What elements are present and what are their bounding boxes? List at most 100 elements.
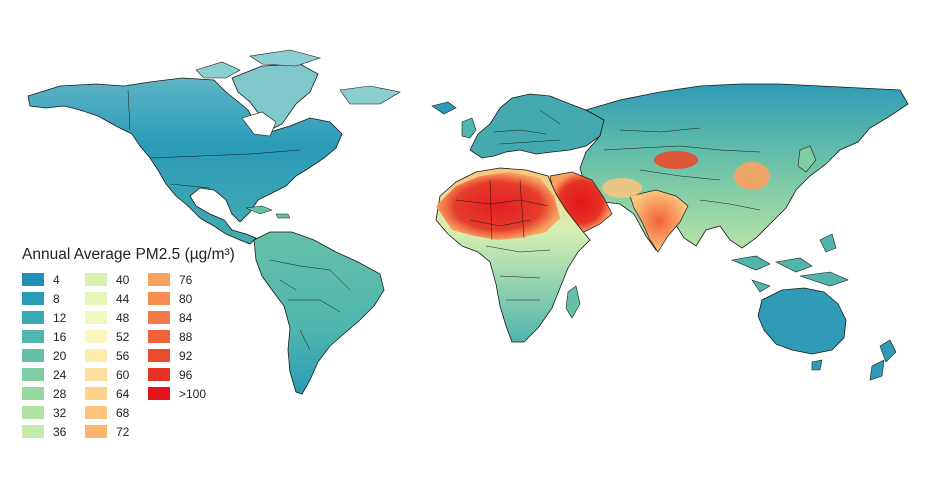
legend-item: 24 bbox=[22, 365, 92, 384]
legend-label: 96 bbox=[179, 367, 193, 382]
south-america-borders bbox=[269, 259, 351, 351]
legend-label: 52 bbox=[116, 329, 130, 344]
legend-label: 8 bbox=[53, 291, 60, 306]
legend-column-3: 76 80 84 88 92 96 >100 bbox=[148, 270, 218, 403]
legend-swatch bbox=[22, 349, 44, 362]
legend-item: 64 bbox=[85, 384, 155, 403]
legend-swatch bbox=[148, 368, 170, 381]
uk-island bbox=[461, 117, 477, 139]
legend-swatch bbox=[22, 292, 44, 305]
caribbean-islands bbox=[245, 205, 291, 219]
legend-item: 92 bbox=[148, 346, 218, 365]
legend-item: 48 bbox=[85, 308, 155, 327]
north-america-borders bbox=[127, 89, 301, 189]
legend-item: 12 bbox=[22, 308, 92, 327]
legend-swatch bbox=[22, 311, 44, 324]
legend-label: 72 bbox=[116, 424, 130, 439]
legend-label: 44 bbox=[116, 291, 130, 306]
madagascar-island bbox=[565, 285, 581, 319]
legend-label: 32 bbox=[53, 405, 67, 420]
legend-swatch bbox=[85, 406, 107, 419]
legend-label: 36 bbox=[53, 424, 67, 439]
legend-label: 60 bbox=[116, 367, 130, 382]
southeast-asia-islands bbox=[730, 233, 849, 293]
europe-region bbox=[469, 93, 605, 159]
sahara-hotspot bbox=[436, 172, 560, 240]
legend-item: 68 bbox=[85, 403, 155, 422]
legend-item: 76 bbox=[148, 270, 218, 289]
legend-label: 68 bbox=[116, 405, 130, 420]
legend-swatch bbox=[148, 349, 170, 362]
legend-label: 64 bbox=[116, 386, 130, 401]
legend-item: 4 bbox=[22, 270, 92, 289]
legend-item: 16 bbox=[22, 327, 92, 346]
legend-label: 76 bbox=[179, 272, 193, 287]
legend-item: 52 bbox=[85, 327, 155, 346]
legend-label: 20 bbox=[53, 348, 67, 363]
south-america-region bbox=[253, 231, 385, 395]
legend-label: 24 bbox=[53, 367, 67, 382]
legend-swatch bbox=[22, 330, 44, 343]
legend-item: 60 bbox=[85, 365, 155, 384]
legend-item: 40 bbox=[85, 270, 155, 289]
legend-label: 92 bbox=[179, 348, 193, 363]
iceland-island bbox=[431, 101, 457, 115]
legend-swatch bbox=[85, 311, 107, 324]
legend-label: >100 bbox=[179, 386, 207, 401]
legend-item: >100 bbox=[148, 384, 218, 403]
legend-item: 96 bbox=[148, 365, 218, 384]
legend-swatch bbox=[85, 349, 107, 362]
iran-band bbox=[602, 178, 642, 198]
australia-region bbox=[757, 287, 847, 355]
legend-swatch bbox=[148, 387, 170, 400]
legend-title: Annual Average PM2.5 (µg/m³) bbox=[22, 246, 235, 263]
legend-swatch bbox=[22, 425, 44, 438]
legend-column-1: 4 8 12 16 20 24 28 32 36 bbox=[22, 270, 92, 441]
legend-swatch bbox=[148, 292, 170, 305]
tasmania-island bbox=[811, 359, 823, 371]
legend-swatch bbox=[85, 387, 107, 400]
legend-swatch bbox=[22, 368, 44, 381]
legend-label: 4 bbox=[53, 272, 60, 287]
legend-label: 28 bbox=[53, 386, 67, 401]
legend-item: 8 bbox=[22, 289, 92, 308]
japan-islands bbox=[797, 145, 817, 173]
legend-item: 28 bbox=[22, 384, 92, 403]
legend-swatch bbox=[85, 292, 107, 305]
legend-swatch bbox=[148, 273, 170, 286]
legend-label: 12 bbox=[53, 310, 67, 325]
arctic-islands bbox=[195, 49, 401, 105]
legend-item: 72 bbox=[85, 422, 155, 441]
asia-borders bbox=[603, 127, 761, 211]
hudson-bay bbox=[241, 111, 277, 137]
legend-item: 88 bbox=[148, 327, 218, 346]
taklamakan-hotspot bbox=[654, 151, 698, 169]
india-region bbox=[629, 189, 689, 253]
legend-swatch bbox=[22, 273, 44, 286]
legend-label: 40 bbox=[116, 272, 130, 287]
legend-swatch bbox=[85, 425, 107, 438]
legend-item: 36 bbox=[22, 422, 92, 441]
africa-borders bbox=[455, 179, 551, 301]
legend-item: 80 bbox=[148, 289, 218, 308]
legend-item: 56 bbox=[85, 346, 155, 365]
legend-column-2: 40 44 48 52 56 60 64 68 72 bbox=[85, 270, 155, 441]
legend-label: 56 bbox=[116, 348, 130, 363]
legend-label: 88 bbox=[179, 329, 193, 344]
legend-swatch bbox=[85, 273, 107, 286]
legend-swatch bbox=[22, 387, 44, 400]
europe-borders bbox=[493, 109, 561, 145]
legend-item: 84 bbox=[148, 308, 218, 327]
legend-swatch bbox=[148, 311, 170, 324]
legend-item: 20 bbox=[22, 346, 92, 365]
legend-swatch bbox=[85, 330, 107, 343]
legend-item: 44 bbox=[85, 289, 155, 308]
new-zealand-islands bbox=[869, 339, 897, 381]
east-china-hotspot bbox=[734, 162, 770, 190]
legend-label: 84 bbox=[179, 310, 193, 325]
legend-item: 32 bbox=[22, 403, 92, 422]
legend-swatch bbox=[85, 368, 107, 381]
legend-label: 16 bbox=[53, 329, 67, 344]
legend-swatch bbox=[148, 330, 170, 343]
